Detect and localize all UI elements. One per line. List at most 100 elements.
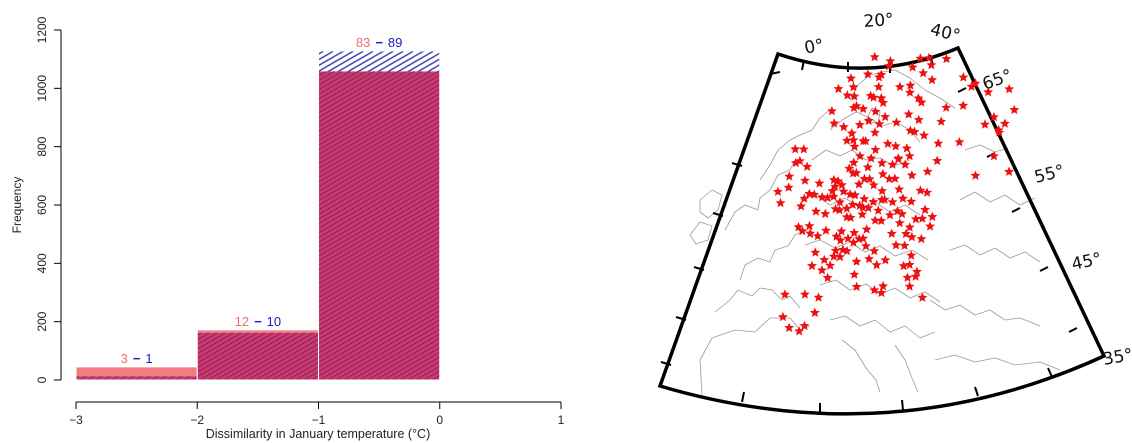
station-marker [917,213,928,223]
station-markers [772,51,1020,336]
bin-label-0: 3−1 [121,351,153,366]
station-marker [828,251,839,261]
station-marker [780,289,790,299]
y-tick-label: 600 [35,195,49,215]
bin-dash: − [254,314,262,329]
meridian-label-20: 20° [863,10,894,32]
bar-excess-1 [197,329,319,333]
parallel-label-55: 55° [1032,161,1066,188]
parallel-label-35: 35° [1101,345,1132,370]
station-marker [858,233,868,243]
station-marker [878,97,889,107]
x-tick-label: −3 [69,413,83,427]
station-marker [804,220,815,231]
station-marker [885,210,895,220]
station-marker [784,171,795,181]
station-marker [857,202,868,212]
station-marker [848,168,858,178]
station-marker [802,161,813,171]
station-marker [891,240,901,250]
station-marker [865,90,876,101]
station-marker [903,109,914,119]
station-marker [849,141,860,151]
station-marker [849,91,860,101]
station-marker [868,92,879,102]
station-marker [833,83,844,94]
meridian-label-40: 40° [928,20,962,47]
graticule-tick [901,399,904,411]
station-marker [894,217,905,228]
station-marker [863,115,874,126]
bin-dash: − [133,351,141,366]
station-marker [909,126,920,136]
station-marker [901,143,912,153]
station-marker [793,222,804,232]
station-marker [798,144,809,154]
station-marker [871,259,882,270]
station-marker [804,188,815,198]
station-marker [825,260,836,270]
station-marker [831,231,842,241]
station-marker [919,130,929,140]
parallel-label-45: 45° [1070,249,1104,275]
bin-label-2: 83−89 [356,35,403,50]
station-marker [859,193,870,204]
station-marker [820,208,831,219]
station-marker [954,137,965,147]
station-marker [838,121,849,132]
station-marker [877,185,888,196]
x-tick-label: −1 [312,413,326,427]
station-marker [936,116,947,126]
station-marker [966,81,977,91]
bar-excess-0 [76,366,198,377]
station-marker [829,174,839,185]
station-marker [887,159,898,169]
station-marker [859,173,870,184]
station-marker [874,118,885,129]
station-marker [879,194,890,204]
station-marker [880,255,891,265]
station-marker [922,166,933,176]
station-marker [905,87,915,97]
station-marker [844,163,855,173]
graticule-tick [1039,266,1049,272]
station-marker [851,281,862,291]
station-marker [970,170,981,180]
station-marker [886,228,897,238]
station-marker [851,100,862,111]
station-marker [794,326,804,336]
station-marker [834,205,845,215]
station-marker [817,192,828,202]
station-marker [915,185,926,195]
bin-red-count: 12 [235,314,249,329]
station-marker [904,259,915,269]
station-marker [933,138,944,148]
station-marker [897,208,907,219]
station-marker [800,175,810,185]
map-frame [657,45,1107,416]
station-marker [904,222,915,232]
x-tick-label: −2 [190,413,204,427]
station-marker [877,158,887,168]
histogram-bars [75,50,441,381]
y-tick-label: 400 [35,253,49,273]
station-marker [828,191,839,201]
station-marker [894,184,905,194]
station-marker [829,118,840,128]
station-marker [822,192,833,203]
station-marker [876,215,887,225]
station-marker [878,281,888,291]
station-marker [958,72,969,82]
station-marker [848,81,859,92]
station-marker [1009,104,1020,115]
station-marker [869,245,880,256]
station-marker [869,285,880,295]
graticule-tick [675,316,687,321]
station-marker [884,173,895,184]
station-marker [999,118,1010,128]
station-marker [994,127,1005,137]
station-marker [846,73,856,83]
